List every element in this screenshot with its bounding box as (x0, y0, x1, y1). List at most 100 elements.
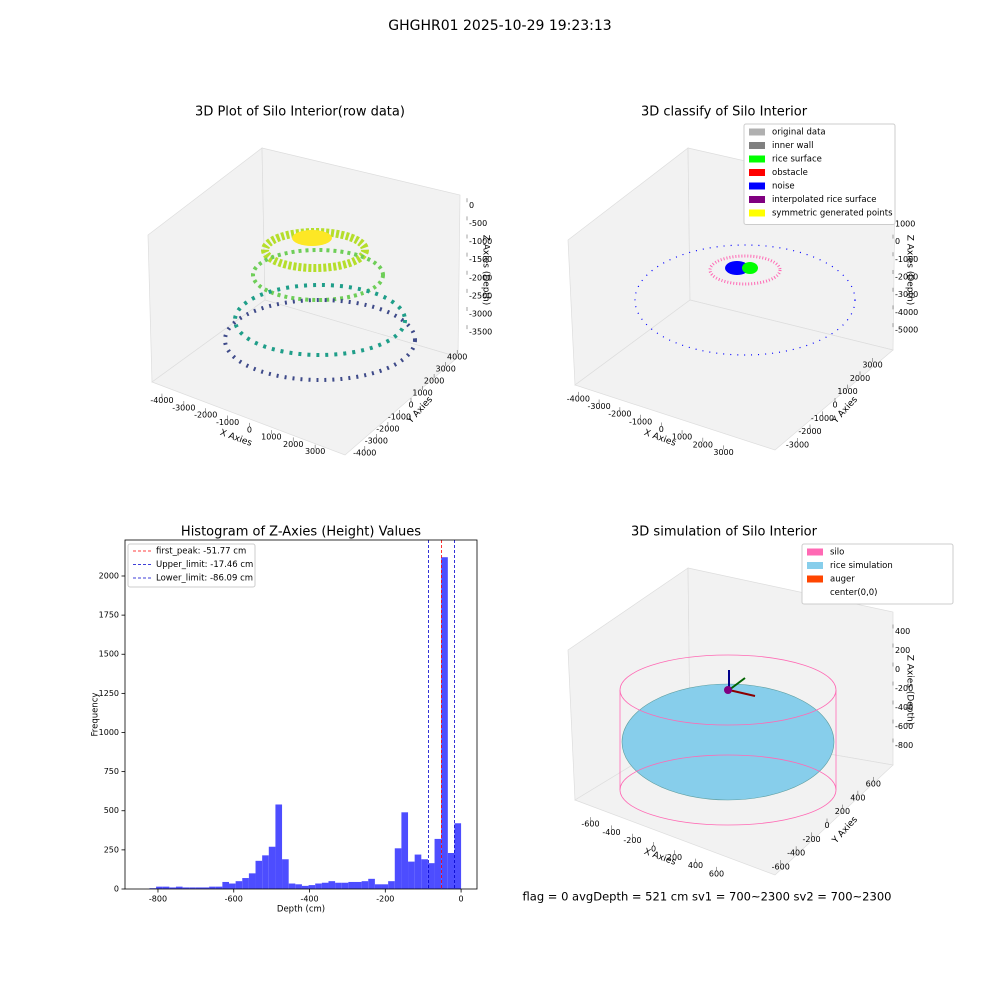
y-tick-label: 0 (824, 821, 829, 830)
legend-label: silo (830, 548, 844, 558)
z-axis-label: Z Axies (Depth) (905, 235, 915, 306)
bar (447, 853, 455, 889)
point-cloud (223, 228, 856, 826)
y-tick-label: 4000 (447, 353, 467, 362)
bar (275, 804, 283, 889)
legend-swatch (807, 589, 823, 596)
bar (175, 886, 183, 889)
legend-label: rice simulation (830, 561, 893, 571)
x-tick-label: 400 (688, 861, 703, 870)
legend-label: symmetric generated points (772, 209, 893, 219)
z-tick-label: -2500 (469, 291, 492, 300)
bar (335, 882, 342, 889)
z-tick-label: 0 (469, 201, 474, 210)
z-tick-label: -500 (469, 219, 487, 228)
y-tick-label: -3000 (786, 441, 809, 450)
bar (242, 878, 249, 889)
y-tick-label: 2000 (850, 374, 870, 383)
bar (156, 886, 163, 889)
plot-frame (124, 539, 478, 890)
bar (169, 887, 176, 889)
y-tick-label: -4000 (353, 449, 376, 458)
y-tick-label: 3000 (862, 361, 882, 370)
bar (189, 887, 196, 889)
y-tick-label: 0 (832, 401, 837, 410)
chart-title: Histogram of Z-Axies (Height) Values (181, 525, 421, 540)
z-tick-label: 0 (895, 237, 900, 246)
x-tick-label: -3000 (172, 403, 195, 412)
x-tick-label: -400 (300, 895, 318, 904)
bar (222, 881, 230, 889)
z-tick-label: -3000 (469, 310, 492, 319)
x-tick-label: 0 (659, 425, 664, 434)
x-tick-label: 0 (247, 425, 252, 434)
y-tick-label: 1750 (99, 611, 119, 620)
z-tick-label: -600 (895, 722, 913, 731)
y-tick-label: -1000 (811, 414, 834, 423)
bar (408, 861, 415, 889)
x-axis-label: Depth (cm) (277, 905, 325, 915)
bar (315, 883, 322, 889)
x-tick-label: -200 (376, 895, 394, 904)
bar (328, 881, 336, 889)
legend-box (743, 123, 896, 225)
y-tick-label: 500 (104, 806, 119, 815)
chart-title: 3D simulation of Silo Interior (631, 525, 818, 540)
x-tick-label: -4000 (150, 396, 173, 405)
bar (308, 885, 316, 889)
bar (427, 863, 435, 889)
bar (235, 881, 243, 889)
bar (434, 838, 442, 889)
y-tick-label: 1000 (412, 389, 432, 398)
y-tick-label: -200 (802, 835, 820, 844)
y-tick-label: 600 (866, 779, 881, 788)
legend-label: noise (772, 182, 795, 192)
y-tick-label: 0 (114, 885, 119, 894)
bar (202, 887, 210, 889)
x-tick-label: -400 (602, 828, 620, 837)
legend-swatch (749, 155, 765, 163)
legend-swatch (749, 209, 765, 217)
legend-label: interpolated rice surface (772, 195, 877, 205)
y-tick-label: -2000 (798, 427, 821, 436)
x-tick-label: -4000 (567, 394, 590, 403)
bar (268, 846, 276, 889)
x-tick-label: 1000 (261, 433, 281, 442)
bar (354, 881, 362, 889)
z-tick-label: 1000 (895, 219, 915, 228)
x-tick-label: -2000 (608, 410, 631, 419)
z-tick-label: -1000 (895, 255, 918, 264)
y-tick-label: 1500 (99, 650, 119, 659)
legend-swatch (807, 575, 823, 583)
bar (182, 887, 190, 889)
bar (374, 884, 382, 889)
z-axis-label: Z Axies (Depth) (481, 235, 491, 306)
bar (162, 886, 170, 889)
bar (282, 859, 289, 889)
z-tick-label: -3000 (895, 290, 918, 299)
bar (441, 557, 448, 889)
y-tick-label: -3000 (365, 437, 388, 446)
x-tick-label: 3000 (305, 447, 325, 456)
legend-swatch (749, 142, 765, 149)
z-tick-label: -1500 (469, 255, 492, 264)
z-tick-label: 400 (895, 627, 910, 636)
legend-box (127, 543, 256, 588)
y-axis-label: Frequency (91, 693, 101, 737)
bar (341, 882, 349, 889)
status-text: flag = 0 avgDepth = 521 cm sv1 = 700~230… (523, 890, 892, 904)
z-tick-label: -400 (895, 703, 913, 712)
bar (381, 884, 389, 889)
x-tick-label: 3000 (713, 448, 733, 457)
x-tick-label: 2000 (283, 440, 303, 449)
bar (368, 878, 375, 889)
x-tick-label: -3000 (587, 402, 610, 411)
bar (454, 823, 462, 889)
y-tick-label: 1000 (837, 387, 857, 396)
z-tick-label: 0 (895, 665, 900, 674)
legend-label: first_peak: -51.77 cm (156, 547, 246, 557)
y-tick-label: 0 (408, 401, 413, 410)
y-tick-label: 1000 (99, 728, 119, 737)
x-tick-label: -1000 (216, 418, 239, 427)
y-tick-label: 200 (835, 807, 850, 816)
